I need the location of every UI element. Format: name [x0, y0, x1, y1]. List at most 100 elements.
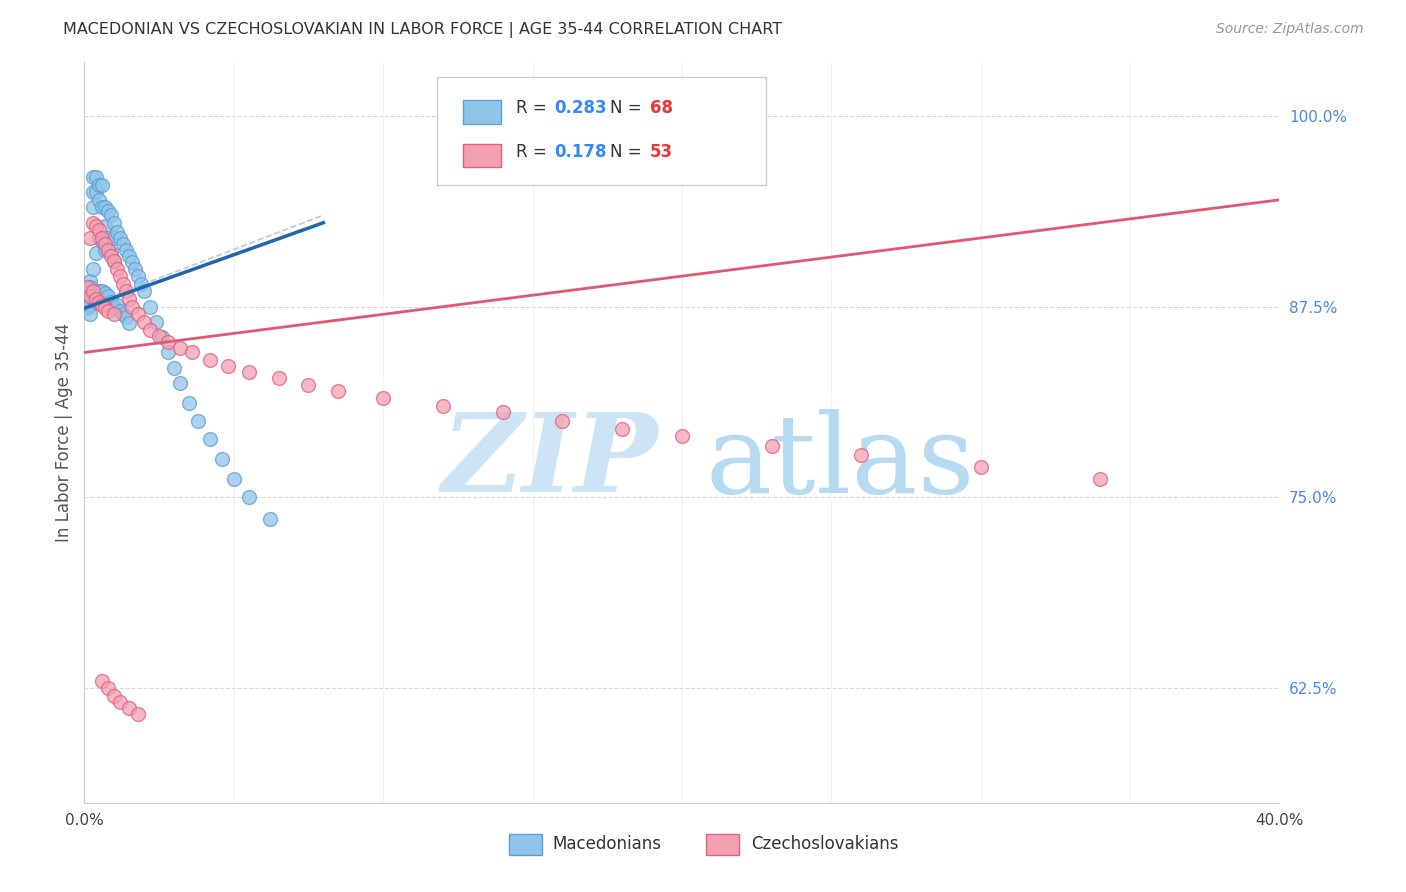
Point: [118, 249, 141, 263]
Point: [94, 237, 117, 252]
Point: [238, 491, 260, 505]
Point: [86, 185, 108, 199]
Point: [127, 307, 149, 321]
Point: [82, 285, 104, 299]
Point: [89, 178, 111, 192]
Point: [118, 292, 141, 306]
Point: [103, 253, 125, 268]
Text: Czechoslovakians: Czechoslovakians: [751, 835, 898, 854]
Point: [145, 315, 167, 329]
Point: [89, 223, 111, 237]
Point: [94, 285, 117, 300]
Point: [89, 231, 111, 245]
Text: Macedonians: Macedonians: [553, 835, 662, 854]
Point: [79, 307, 101, 321]
Point: [79, 280, 101, 294]
Point: [110, 695, 132, 709]
Text: 0.283: 0.283: [554, 99, 606, 118]
Point: [76, 292, 98, 306]
Point: [86, 292, 108, 306]
Point: [970, 460, 993, 475]
Point: [169, 341, 191, 355]
Point: [105, 225, 128, 239]
Point: [89, 295, 111, 310]
Text: R =: R =: [516, 143, 551, 161]
Point: [76, 298, 98, 312]
Text: 68: 68: [650, 99, 672, 118]
Point: [129, 277, 152, 291]
Point: [97, 681, 120, 696]
Point: [86, 292, 108, 306]
Point: [115, 243, 138, 257]
Point: [112, 237, 135, 252]
Point: [91, 285, 114, 299]
Point: [103, 216, 125, 230]
Point: [86, 169, 108, 184]
Point: [100, 208, 122, 222]
Point: [103, 253, 125, 268]
Text: R =: R =: [516, 99, 551, 118]
FancyBboxPatch shape: [463, 100, 502, 124]
Text: N =: N =: [610, 143, 647, 161]
Point: [373, 391, 395, 405]
Point: [103, 307, 125, 321]
Point: [82, 261, 104, 276]
Point: [103, 231, 125, 245]
Point: [86, 246, 108, 260]
Point: [110, 304, 132, 318]
Point: [100, 249, 122, 263]
Point: [76, 295, 98, 310]
Text: Source: ZipAtlas.com: Source: ZipAtlas.com: [1216, 22, 1364, 37]
Point: [132, 285, 156, 299]
FancyBboxPatch shape: [463, 144, 502, 168]
Point: [259, 512, 281, 526]
Point: [761, 439, 783, 453]
Point: [127, 269, 149, 284]
Point: [91, 298, 114, 312]
Point: [82, 292, 104, 306]
Point: [124, 261, 146, 276]
Point: [82, 169, 104, 184]
Point: [112, 277, 135, 291]
Point: [118, 701, 141, 715]
Point: [851, 448, 873, 462]
Point: [79, 289, 101, 303]
Point: [551, 414, 574, 428]
Point: [112, 307, 135, 321]
Point: [267, 371, 290, 385]
Point: [100, 246, 122, 260]
Point: [177, 396, 200, 410]
Point: [118, 317, 141, 331]
Point: [181, 345, 204, 359]
Point: [76, 301, 98, 316]
Point: [89, 285, 111, 299]
Point: [432, 399, 454, 413]
Point: [94, 243, 117, 257]
Point: [1090, 472, 1112, 486]
Point: [103, 300, 125, 314]
Point: [492, 405, 515, 419]
Point: [198, 353, 221, 368]
Point: [671, 429, 693, 443]
Point: [82, 216, 104, 230]
Point: [115, 285, 138, 299]
Point: [187, 414, 209, 428]
Text: atlas: atlas: [706, 409, 976, 516]
Point: [82, 185, 104, 199]
Point: [82, 201, 104, 215]
FancyBboxPatch shape: [437, 78, 766, 185]
Point: [97, 203, 120, 218]
Text: ZIP: ZIP: [441, 409, 658, 516]
Text: 53: 53: [650, 143, 672, 161]
Point: [105, 261, 128, 276]
Point: [157, 334, 180, 349]
FancyBboxPatch shape: [706, 834, 740, 855]
Point: [150, 330, 173, 344]
Text: 0.178: 0.178: [554, 143, 606, 161]
Point: [100, 295, 122, 310]
Text: MACEDONIAN VS CZECHOSLOVAKIAN IN LABOR FORCE | AGE 35-44 CORRELATION CHART: MACEDONIAN VS CZECHOSLOVAKIAN IN LABOR F…: [63, 22, 782, 38]
Point: [97, 231, 120, 245]
Point: [211, 452, 233, 467]
Point: [105, 298, 128, 312]
Point: [89, 193, 111, 207]
